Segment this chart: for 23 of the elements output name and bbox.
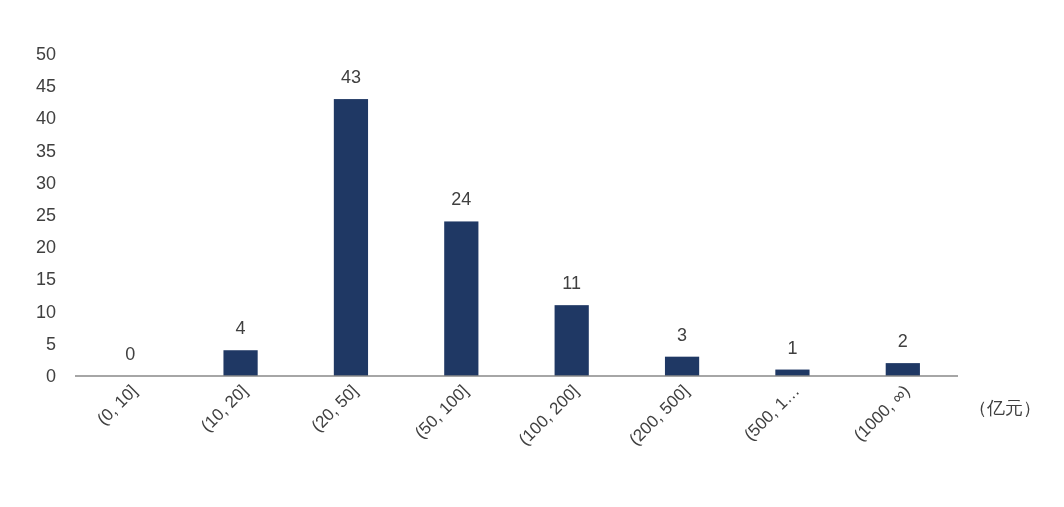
y-tick-label: 5 <box>45 333 56 354</box>
data-label: 2 <box>897 331 908 352</box>
y-tick-label: 0 <box>45 366 56 386</box>
data-label: 4 <box>235 318 246 339</box>
x-tick-label: (20, 50] <box>307 381 362 436</box>
data-label: 24 <box>451 189 472 210</box>
y-tick-label: 35 <box>35 140 56 161</box>
x-tick-label: (0, 10] <box>93 381 142 429</box>
x-axis-title: （亿元） <box>969 398 1041 418</box>
y-tick-label: 15 <box>35 269 56 290</box>
y-tick-label: 50 <box>35 44 56 64</box>
y-tick-label: 40 <box>35 108 56 129</box>
x-tick-label: (10, 20] <box>197 381 252 436</box>
y-tick-label: 10 <box>35 301 56 322</box>
data-label: 1 <box>787 337 798 358</box>
y-tick-label: 20 <box>35 237 56 258</box>
data-label: 11 <box>562 273 582 294</box>
y-tick-label: 45 <box>35 76 56 97</box>
data-label: 3 <box>677 324 688 345</box>
y-tick-label: 25 <box>35 205 56 225</box>
data-label: 43 <box>340 67 361 88</box>
data-label: 0 <box>125 344 136 364</box>
y-tick-label: 30 <box>35 172 56 193</box>
